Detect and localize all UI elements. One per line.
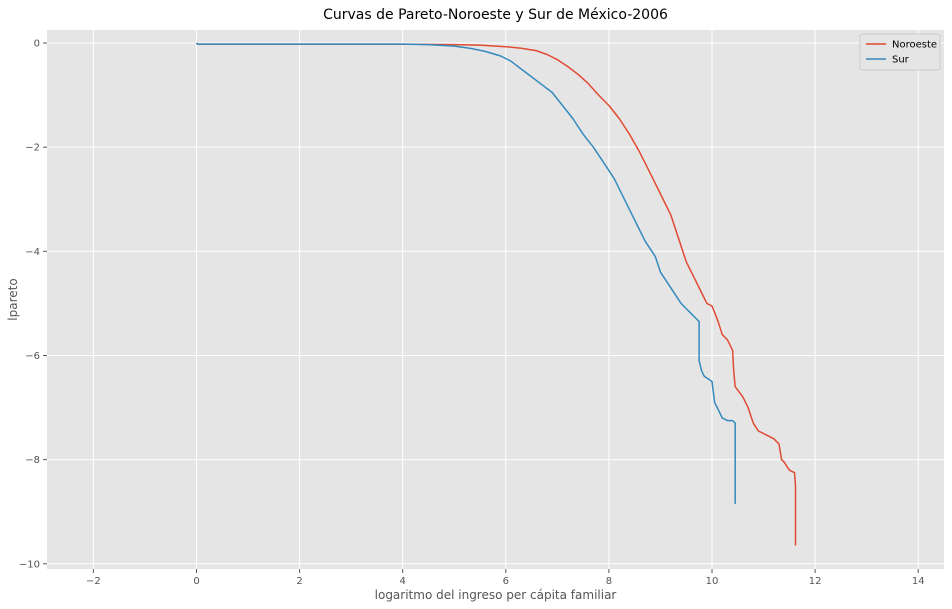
x-tick-label: 8 [606,576,612,587]
series-line-noroeste [195,42,797,546]
y-tick-label: 0 [34,39,40,50]
series-line-sur [195,42,736,504]
y-tick-label: −8 [25,455,40,466]
x-tick-label: 0 [193,576,199,587]
legend-label-sur: Sur [892,55,910,66]
x-tick-label: 10 [706,576,719,587]
x-tick-label: 2 [296,576,302,587]
plot-area [47,30,944,569]
chart-title: Curvas de Pareto-Noroeste y Sur de Méxic… [323,7,668,23]
x-tick-label: 12 [809,576,822,587]
y-ticks: 0 −2 −4 −6 −8 −10 [19,39,47,570]
x-tick-label: 6 [503,576,509,587]
y-tick-label: −2 [25,143,40,154]
legend-box [859,33,941,71]
x-tick-label: −2 [86,576,101,587]
legend: Noroeste Sur [859,33,941,71]
y-axis-label: lpareto [6,278,20,320]
x-tick-label: 14 [912,576,925,587]
y-tick-label: −10 [19,559,40,570]
legend-label-noroeste: Noroeste [892,40,937,51]
y-tick-label: −6 [25,351,40,362]
grid-lines [47,30,944,569]
x-ticks: −2 0 2 4 6 8 10 12 14 [86,569,925,587]
x-tick-label: 4 [400,576,406,587]
series-lines [195,42,797,546]
x-axis-label: logaritmo del ingreso per cápita familia… [375,588,617,602]
y-tick-label: −4 [25,247,40,258]
